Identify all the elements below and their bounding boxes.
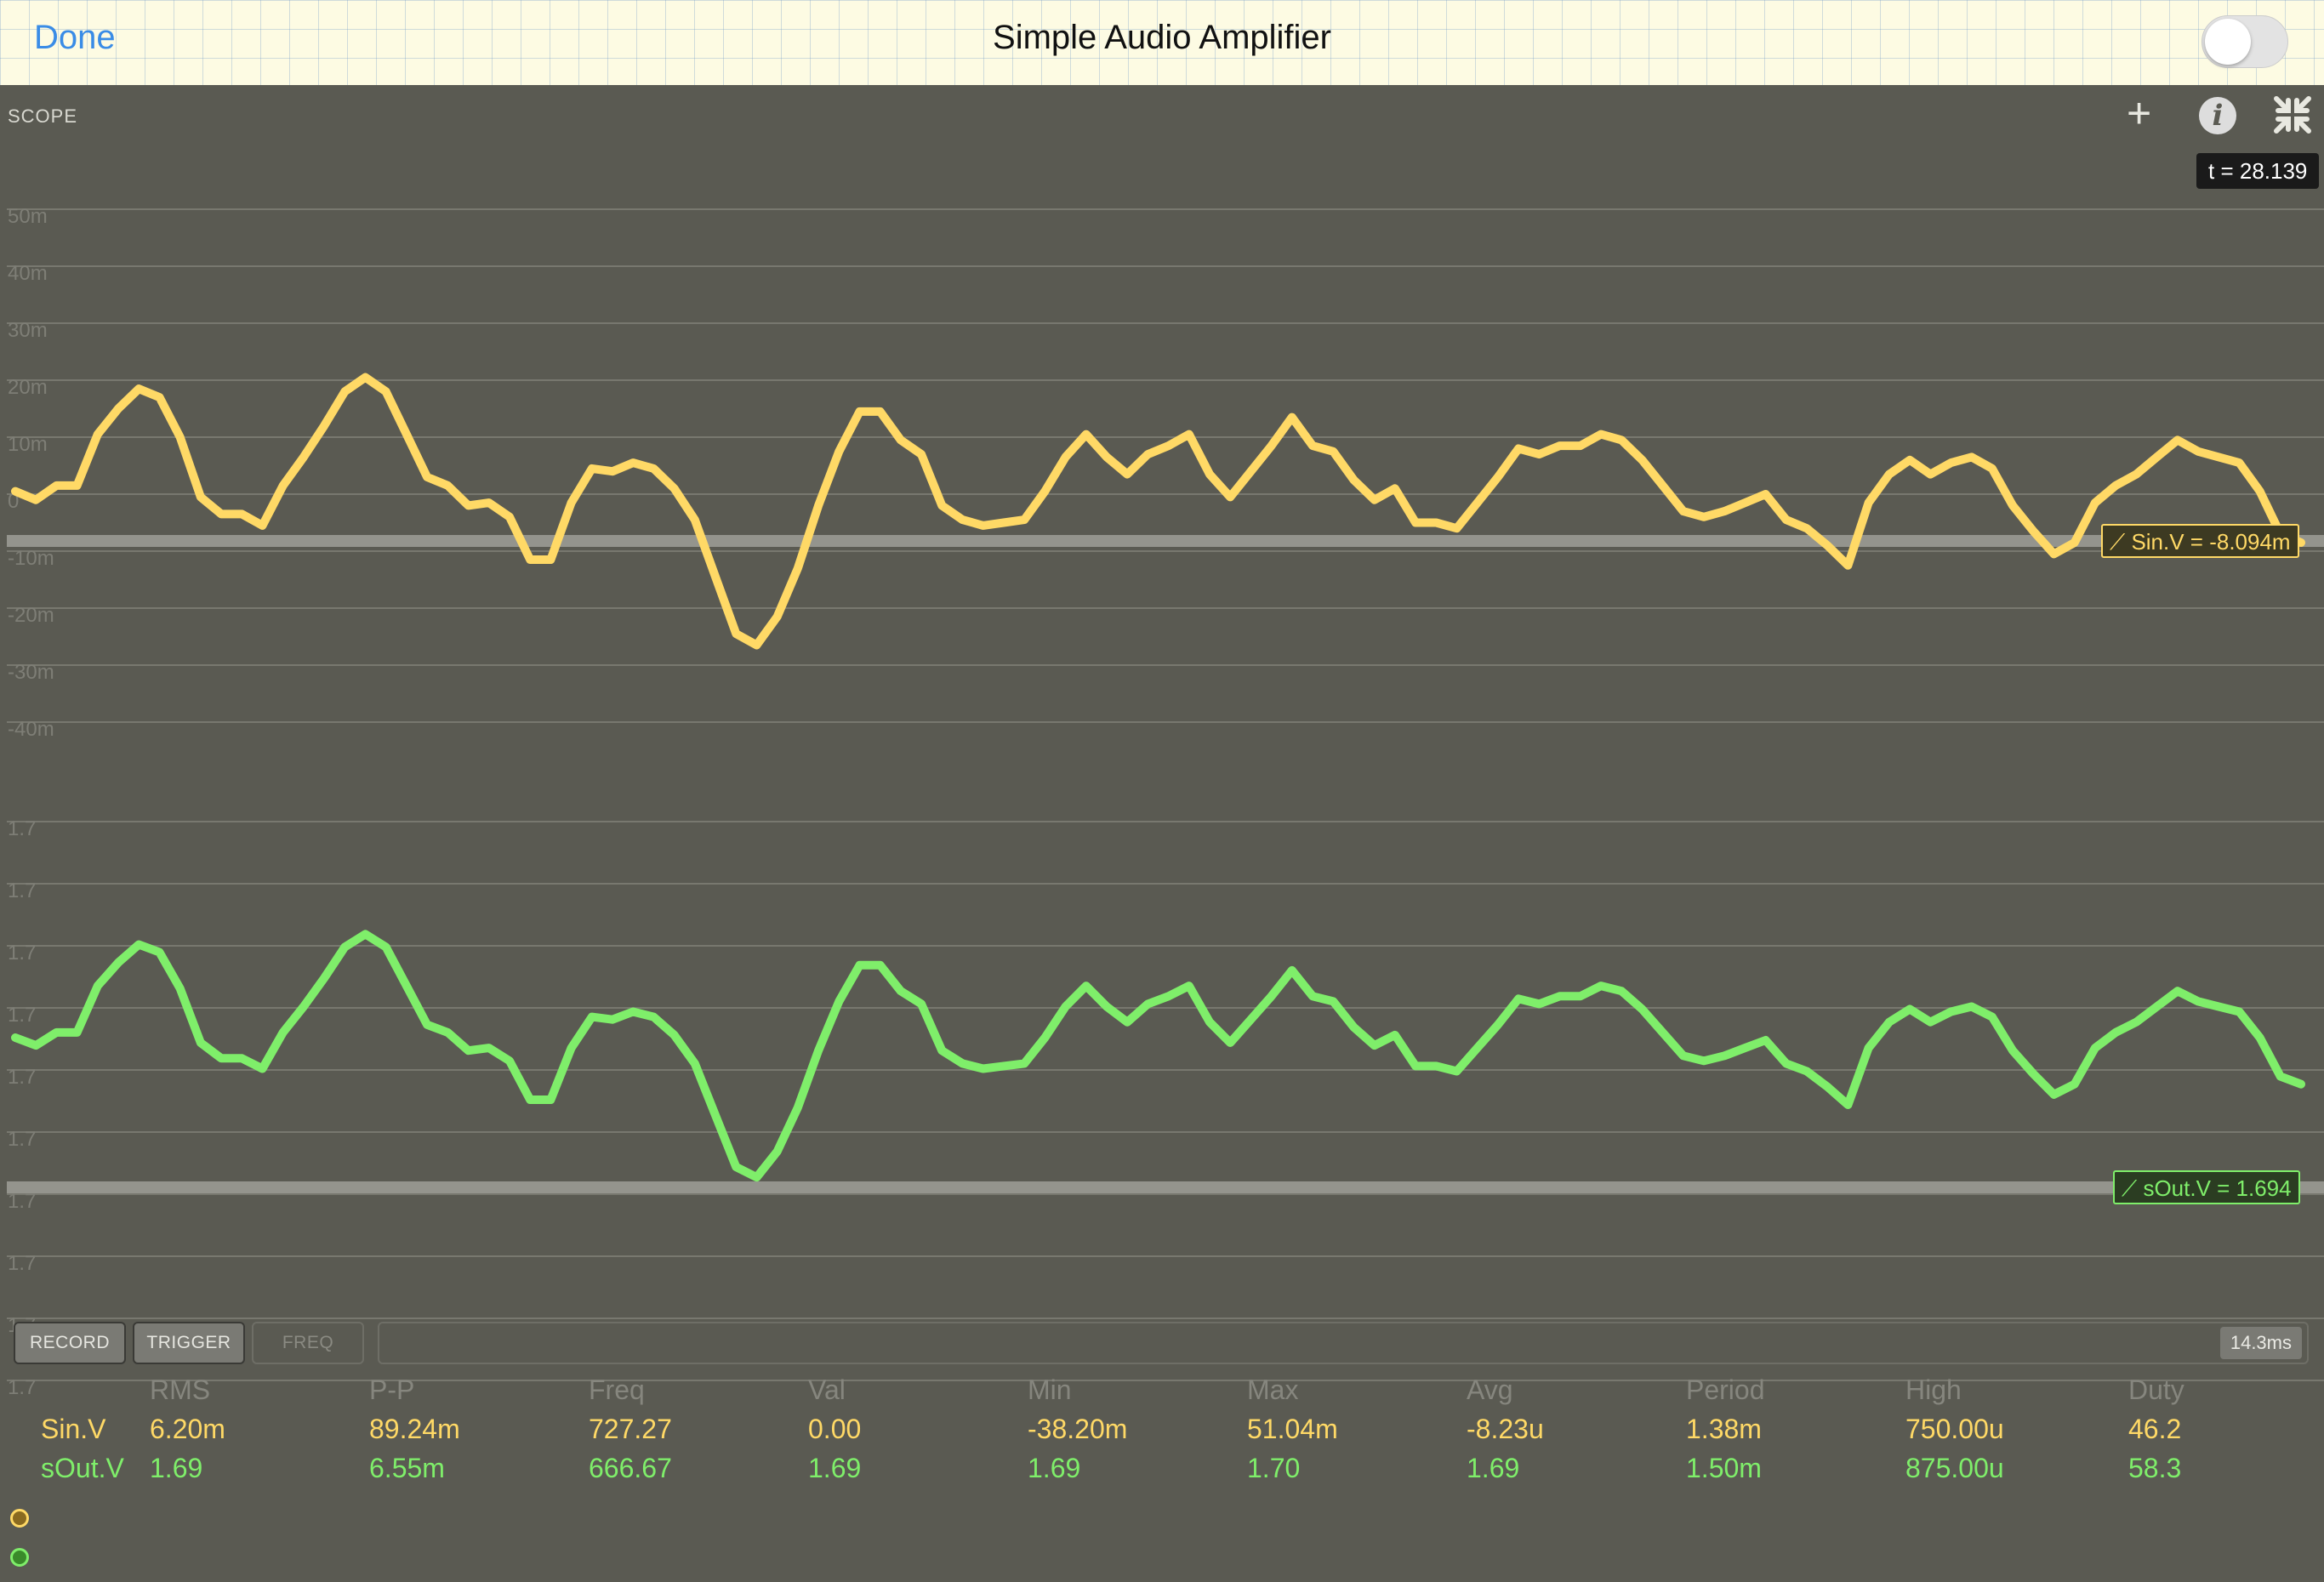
stats-cell: 1.69 [1028,1453,1081,1483]
timeline-scrubber[interactable]: 14.3ms [378,1322,2309,1364]
tick-label: 1.7 [8,879,36,902]
stats-cell: -8.23u [1467,1414,1544,1444]
stats-cell: 89.24m [369,1414,460,1444]
sin-series-line [11,373,2305,650]
stats-cell: 1.38m [1686,1414,1762,1444]
page-title: Simple Audio Amplifier [993,19,1331,56]
stats-cell: 750.00u [1905,1414,2004,1444]
series-name: sOut.V [41,1453,124,1483]
collapse-icon[interactable] [2273,95,2312,134]
sout-value-readout[interactable]: ⟋ sOut.V = 1.694 [2113,1170,2300,1204]
info-icon[interactable]: i [2199,97,2236,134]
series-toggle-icon[interactable] [10,1509,29,1528]
tick-label: 1.7 [8,942,36,965]
upper-grid [7,208,2324,723]
stats-header: Period [1686,1374,1765,1405]
tick-label: 1.7 [8,1004,36,1027]
stats-cell: 1.70 [1247,1453,1301,1483]
scope-label: SCOPE [8,105,78,127]
stats-cell: 1.69 [808,1453,862,1483]
series-name: Sin.V [41,1414,106,1444]
tick-label: 10m [8,433,48,456]
edit-icon: ⟋ [2110,529,2126,555]
tick-label: 1.7 [8,1252,36,1275]
trigger-button[interactable]: TRIGGER [133,1322,245,1364]
stats-cell: -38.20m [1028,1414,1128,1444]
sout-readout-text: sOut.V = 1.694 [2143,1175,2292,1201]
stats-header: P-P [369,1374,415,1405]
stats-header: RMS [150,1374,211,1405]
stats-header: Max [1247,1374,1299,1405]
toggle-switch[interactable] [2202,15,2288,68]
series-toggle-icon[interactable] [10,1548,29,1567]
top-bar: Done Simple Audio Amplifier [0,0,2324,86]
stats-cell: 0.00 [808,1414,862,1444]
tick-label: 40m [8,262,48,285]
stats-cell: 727.27 [589,1414,672,1444]
sin-readout-text: Sin.V = -8.094m [2131,529,2291,555]
plus-icon[interactable]: + [2127,89,2152,137]
tick-label: -20m [8,604,54,627]
stats-header: Val [808,1374,846,1405]
tick-label: 1.7 [8,1190,36,1213]
stats-cell: 51.04m [1247,1414,1338,1444]
tick-label: 30m [8,319,48,342]
tick-label: -30m [8,661,54,684]
tick-label: -10m [8,547,54,570]
sout-series-line [11,930,2305,1182]
sout-trace-marker[interactable] [7,1181,2324,1193]
stats-header: Avg [1467,1374,1513,1405]
stats-cell: 666.67 [589,1453,672,1483]
stats-cell: 58.3 [2128,1453,2182,1483]
tick-label: 1.7 [8,817,36,840]
tick-label: 1.7 [8,1376,36,1395]
record-button[interactable]: RECORD [14,1322,126,1364]
done-button[interactable]: Done [34,19,116,56]
tick-label: 1.7 [8,1128,36,1151]
stats-cell: 1.69 [150,1453,203,1483]
lower-axis-ticks: 1.71.71.71.71.71.71.71.71.71.7 [8,817,36,1395]
stats-cell: 1.50m [1686,1453,1762,1483]
stats-header: Min [1028,1374,1072,1405]
edit-icon: ⟋ [2122,1175,2138,1201]
tick-label: 20m [8,376,48,399]
freq-button[interactable]: FREQ [252,1322,364,1364]
scope-panel: 50m 40m 30m 20m 10m 0 -10m -20m -30m -40m 1.7 1.7 1… [0,85,2324,1582]
time-readout: t = 28.139 [2196,153,2320,189]
tick-label: 1.7 [8,1066,36,1089]
stats-cell: 46.2 [2128,1414,2182,1444]
sin-value-readout[interactable]: ⟋ Sin.V = -8.094m [2101,524,2299,558]
stats-header: Freq [589,1374,645,1405]
stats-cell: 875.00u [1905,1453,2004,1483]
toggle-knob [2205,19,2251,65]
stats-cell: 6.55m [369,1453,445,1483]
stats-header: Duty [2128,1374,2184,1405]
sin-trace-marker[interactable] [7,535,2324,547]
stats-cell: 1.69 [1467,1453,1520,1483]
lower-grid [7,821,2324,1381]
timebase-label[interactable]: 14.3ms [2219,1327,2302,1359]
tick-label: -40m [8,718,54,741]
stats-header: High [1905,1374,1962,1405]
stats-cell: 6.20m [150,1414,225,1444]
tick-label: 50m [8,205,48,228]
